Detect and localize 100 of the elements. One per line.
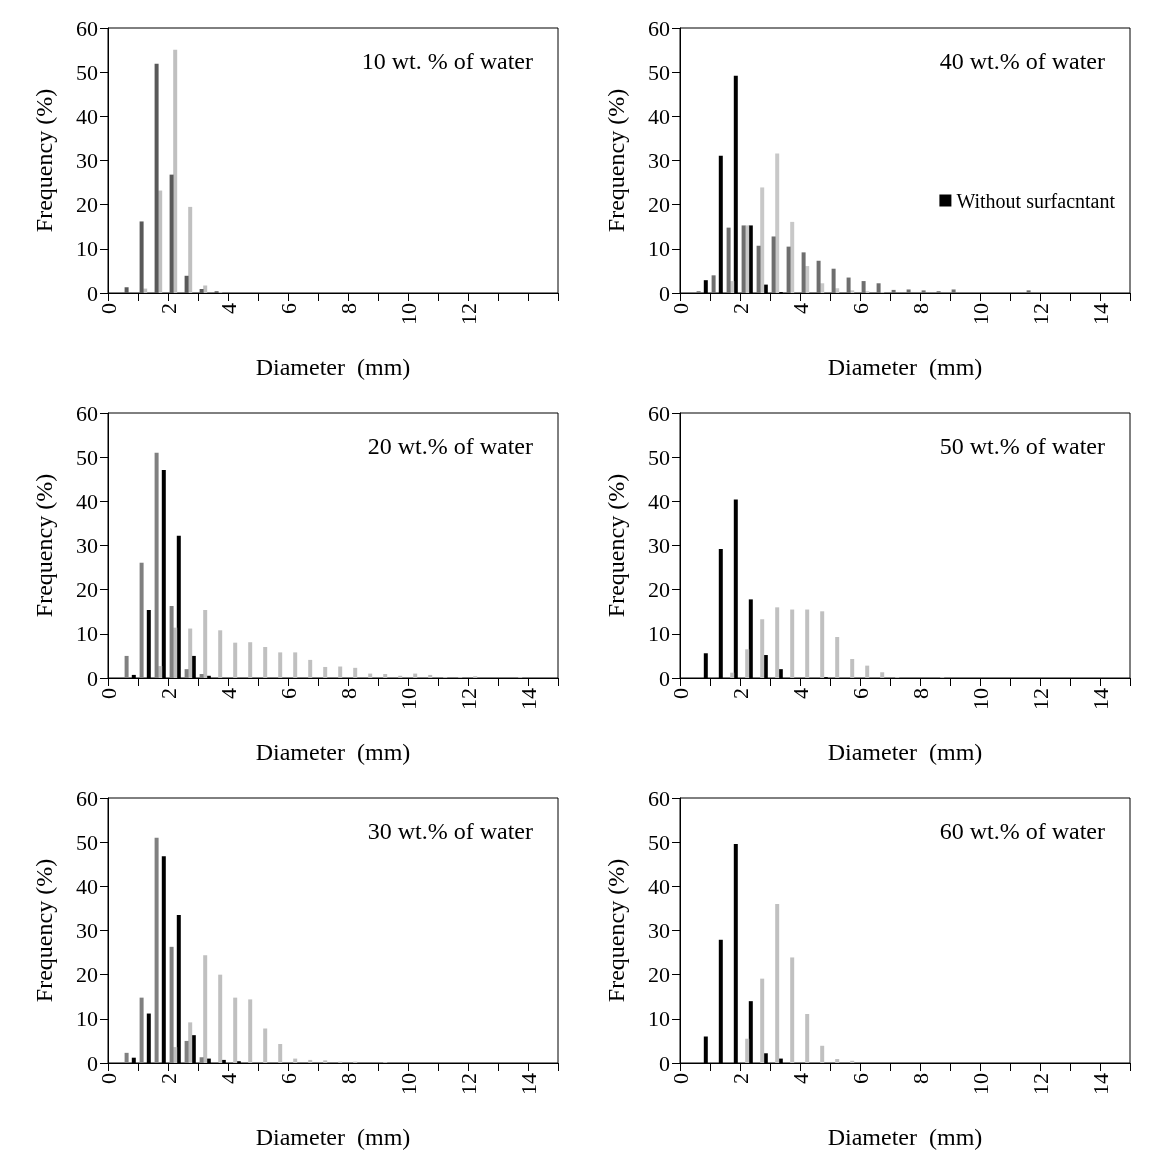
x-tick-label: 0 bbox=[667, 1073, 693, 1084]
y-axis-title: Frequency (%) bbox=[31, 88, 57, 233]
x-axis-title: Diameter (mm) bbox=[827, 1124, 983, 1150]
y-axis-title: Frequency (%) bbox=[603, 858, 629, 1003]
y-tick-label: 40 bbox=[76, 873, 98, 899]
x-tick-label: 12 bbox=[1027, 1073, 1053, 1095]
y-axis-title: Frequency (%) bbox=[31, 473, 57, 618]
text: 60 wt.% of water bbox=[939, 818, 1106, 844]
x-tick-label: 4 bbox=[787, 303, 813, 314]
x-tick-label: 2 bbox=[155, 1073, 181, 1084]
x-tick-label: 10 bbox=[967, 1073, 993, 1095]
y-tick-label: 30 bbox=[648, 148, 670, 173]
text: 10 wt. % of water bbox=[361, 48, 534, 74]
y-tick-label: 50 bbox=[648, 444, 670, 470]
x-tick-label: 14 bbox=[515, 1073, 541, 1095]
legend-label: Without surfacntant bbox=[956, 189, 1116, 212]
x-axis-title: Diameter (mm) bbox=[255, 354, 411, 380]
y-tick-label: 20 bbox=[76, 577, 98, 603]
x-tick-label: 10 bbox=[967, 303, 993, 325]
x-tick-label: 12 bbox=[455, 303, 481, 325]
y-tick-label: 10 bbox=[648, 621, 670, 647]
x-tick-label: 10 bbox=[395, 1073, 421, 1095]
y-tick-label: 50 bbox=[648, 59, 670, 85]
y-tick-label: 30 bbox=[648, 918, 670, 943]
x-tick-label: 6 bbox=[275, 1073, 301, 1084]
y-axis-title: Frequency (%) bbox=[31, 858, 57, 1003]
x-tick-label: 14 bbox=[1087, 688, 1113, 710]
y-tick-label: 60 bbox=[648, 15, 670, 41]
x-tick-label: 8 bbox=[335, 303, 361, 314]
y-tick-label: 30 bbox=[76, 148, 98, 173]
x-axis-title: Diameter (mm) bbox=[255, 739, 411, 765]
y-tick-label: 10 bbox=[648, 236, 670, 262]
text: 20 wt.% of water bbox=[367, 433, 534, 459]
x-tick-label: 6 bbox=[847, 1073, 873, 1084]
x-tick-label: 10 bbox=[967, 688, 993, 710]
text: 50 wt.% of water bbox=[939, 433, 1106, 459]
x-tick-label: 10 bbox=[395, 688, 421, 710]
x-axis-title: Diameter (mm) bbox=[827, 354, 983, 380]
x-tick-label: 0 bbox=[95, 1073, 121, 1084]
x-tick-label: 6 bbox=[847, 303, 873, 314]
y-tick-label: 50 bbox=[76, 59, 98, 85]
x-tick-label: 12 bbox=[1027, 303, 1053, 325]
y-tick-label: 40 bbox=[648, 103, 670, 129]
y-tick-label: 10 bbox=[76, 236, 98, 262]
x-tick-label: 14 bbox=[1087, 1073, 1113, 1095]
y-tick-label: 40 bbox=[76, 103, 98, 129]
x-tick-label: 6 bbox=[275, 688, 301, 699]
x-tick-label: 8 bbox=[335, 688, 361, 699]
x-tick-label: 2 bbox=[155, 688, 181, 699]
x-tick-label: 10 bbox=[395, 303, 421, 325]
x-tick-label: 4 bbox=[215, 1073, 241, 1084]
y-tick-label: 40 bbox=[648, 873, 670, 899]
y-tick-label: 50 bbox=[648, 829, 670, 855]
x-tick-label: 6 bbox=[847, 688, 873, 699]
x-tick-label: 4 bbox=[215, 688, 241, 699]
y-tick-label: 60 bbox=[76, 785, 98, 811]
y-tick-label: 30 bbox=[76, 533, 98, 558]
x-tick-label: 8 bbox=[907, 303, 933, 314]
y-tick-label: 20 bbox=[648, 962, 670, 988]
x-axis-title: Diameter (mm) bbox=[827, 739, 983, 765]
y-tick-label: 20 bbox=[648, 192, 670, 218]
text: 40 wt.% of water bbox=[939, 48, 1106, 74]
y-tick-label: 40 bbox=[76, 488, 98, 514]
x-tick-label: 2 bbox=[727, 303, 753, 314]
x-tick-label: 14 bbox=[515, 688, 541, 710]
y-axis-title: Frequency (%) bbox=[603, 473, 629, 618]
y-tick-label: 20 bbox=[76, 192, 98, 218]
y-tick-label: 30 bbox=[648, 533, 670, 558]
x-tick-label: 8 bbox=[907, 688, 933, 699]
x-axis-title: Diameter (mm) bbox=[255, 1124, 411, 1150]
text: 30 wt.% of water bbox=[367, 818, 534, 844]
y-tick-label: 60 bbox=[648, 785, 670, 811]
x-tick-label: 4 bbox=[787, 688, 813, 699]
y-tick-label: 10 bbox=[648, 1006, 670, 1032]
x-tick-label: 2 bbox=[727, 1073, 753, 1084]
x-tick-label: 12 bbox=[455, 1073, 481, 1095]
x-tick-label: 0 bbox=[95, 303, 121, 314]
y-tick-label: 30 bbox=[76, 918, 98, 943]
y-tick-label: 50 bbox=[76, 444, 98, 470]
x-tick-label: 4 bbox=[215, 303, 241, 314]
x-tick-label: 8 bbox=[907, 1073, 933, 1084]
y-tick-label: 50 bbox=[76, 829, 98, 855]
x-tick-label: 14 bbox=[1087, 303, 1113, 325]
x-tick-label: 4 bbox=[787, 1073, 813, 1084]
x-tick-label: 6 bbox=[275, 303, 301, 314]
x-tick-label: 2 bbox=[155, 303, 181, 314]
y-tick-label: 10 bbox=[76, 1006, 98, 1032]
x-tick-label: 2 bbox=[727, 688, 753, 699]
y-tick-label: 20 bbox=[648, 577, 670, 603]
x-tick-label: 12 bbox=[455, 688, 481, 710]
y-tick-label: 40 bbox=[648, 488, 670, 514]
y-tick-label: 60 bbox=[76, 400, 98, 426]
y-tick-label: 20 bbox=[76, 962, 98, 988]
x-tick-label: 0 bbox=[95, 688, 121, 699]
y-tick-label: 60 bbox=[76, 15, 98, 41]
x-tick-label: 0 bbox=[667, 688, 693, 699]
y-axis-title: Frequency (%) bbox=[603, 88, 629, 233]
y-tick-label: 60 bbox=[648, 400, 670, 426]
x-tick-label: 0 bbox=[667, 303, 693, 314]
x-tick-label: 12 bbox=[1027, 688, 1053, 710]
